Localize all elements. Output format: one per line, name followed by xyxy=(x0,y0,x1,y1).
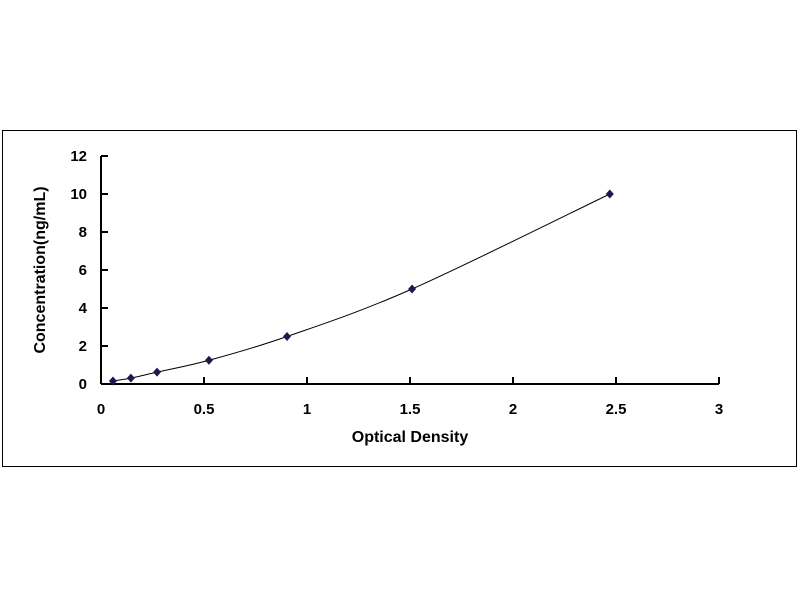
data-point xyxy=(126,373,135,383)
x-tick-label: 2.5 xyxy=(606,401,627,418)
data-point xyxy=(153,367,162,377)
y-tick-label: 10 xyxy=(70,186,87,203)
y-tick-label: 4 xyxy=(79,300,88,317)
chart-frame xyxy=(2,130,797,467)
y-tick-label: 12 xyxy=(70,148,87,165)
y-tick-label: 6 xyxy=(79,262,87,279)
x-tick-label: 3 xyxy=(715,401,723,418)
data-point xyxy=(408,284,417,294)
x-tick-label: 1 xyxy=(303,401,311,418)
x-tick-label: 2 xyxy=(509,401,517,418)
y-tick-label: 8 xyxy=(79,224,87,241)
data-point xyxy=(108,376,117,386)
data-point xyxy=(605,189,614,199)
data-point xyxy=(204,355,213,365)
x-tick-label: 0.5 xyxy=(194,401,215,418)
x-tick-label: 1.5 xyxy=(400,401,421,418)
data-point xyxy=(283,332,292,341)
x-axis-label: Optical Density xyxy=(352,429,469,446)
y-tick-label: 2 xyxy=(79,338,87,355)
x-tick-label: 0 xyxy=(97,401,105,418)
y-axis-label: Concentration(ng/mL) xyxy=(32,186,49,353)
y-tick-label: 0 xyxy=(79,376,87,393)
